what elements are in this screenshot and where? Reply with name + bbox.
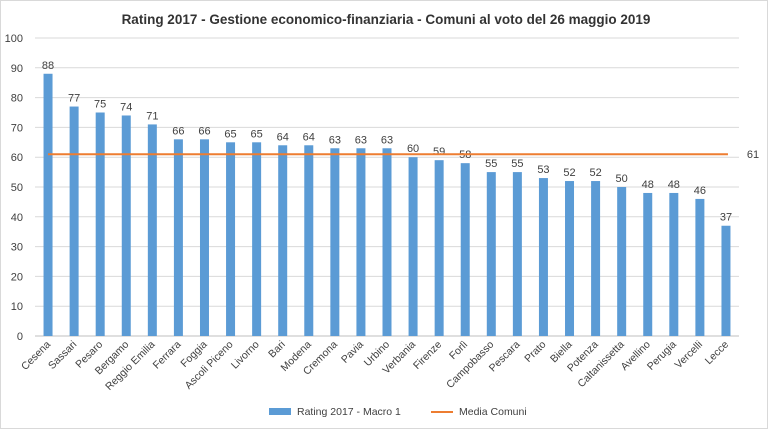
bar (69, 106, 79, 336)
legend: Rating 2017 - Macro 1 Media Comuni (269, 406, 527, 418)
data-label: 77 (68, 93, 80, 105)
data-label: 55 (511, 158, 523, 170)
x-tick-label: Sassari (46, 339, 79, 372)
x-tick-label: Perugia (645, 339, 679, 373)
bar (226, 142, 236, 336)
data-label: 48 (668, 179, 680, 191)
bar (278, 145, 288, 336)
data-label: 53 (537, 164, 549, 176)
bar (591, 181, 601, 336)
bar (643, 192, 653, 336)
bar (669, 192, 679, 336)
data-label: 63 (381, 134, 393, 146)
y-tick-label: 50 (11, 182, 23, 194)
bar (695, 198, 705, 336)
x-tick-label: Livorno (229, 339, 262, 372)
bar (173, 139, 183, 336)
bar (538, 178, 548, 336)
y-tick-label: 60 (11, 152, 23, 164)
bars (43, 73, 731, 336)
data-label: 64 (277, 131, 289, 143)
data-label: 37 (720, 212, 732, 224)
chart-title: Rating 2017 - Gestione economico-finanzi… (122, 12, 651, 27)
data-label: 48 (642, 179, 654, 191)
y-tick-label: 70 (11, 122, 23, 134)
bar (382, 148, 392, 336)
bar (460, 163, 470, 336)
legend-label-line: Media Comuni (459, 406, 527, 418)
y-tick-label: 100 (5, 33, 23, 45)
data-label: 75 (94, 99, 106, 111)
y-axis-ticks: 0 10 20 30 40 50 60 70 80 90 100 (5, 33, 23, 343)
bar (330, 148, 340, 336)
x-tick-label: Firenze (411, 339, 444, 372)
bar (43, 73, 53, 336)
data-label: 52 (589, 167, 601, 179)
data-label: 64 (303, 131, 315, 143)
bar (721, 225, 731, 336)
data-label: 46 (694, 185, 706, 197)
bar (617, 187, 627, 336)
data-label: 88 (42, 60, 54, 72)
data-label: 71 (146, 110, 158, 122)
bar (486, 172, 496, 336)
x-tick-label: Cesena (19, 339, 53, 373)
data-label: 63 (355, 134, 367, 146)
data-label: 50 (616, 173, 628, 185)
y-tick-label: 10 (11, 301, 23, 313)
bar (512, 172, 522, 336)
y-tick-label: 80 (11, 93, 23, 105)
data-label: 59 (433, 146, 445, 158)
data-label: 66 (198, 125, 210, 137)
bar (304, 145, 314, 336)
bar (199, 139, 209, 336)
average-line-label: 61 (747, 149, 759, 161)
x-tick-label: Prato (522, 339, 548, 365)
bar (95, 112, 105, 336)
x-tick-label: Lecce (703, 339, 731, 367)
bar (147, 124, 157, 336)
bar (121, 115, 131, 336)
bar (356, 148, 366, 336)
bar (408, 157, 418, 336)
data-label: 63 (329, 134, 341, 146)
x-tick-label: Vercelli (673, 339, 705, 371)
data-label: 65 (224, 128, 236, 140)
average-line-group: 61 (48, 149, 759, 161)
data-label: 65 (251, 128, 263, 140)
bar (565, 181, 575, 336)
y-tick-label: 20 (11, 271, 23, 283)
y-tick-label: 40 (11, 212, 23, 224)
data-label: 55 (485, 158, 497, 170)
legend-label-bars: Rating 2017 - Macro 1 (297, 406, 401, 418)
data-label: 74 (120, 101, 132, 113)
data-label: 52 (563, 167, 575, 179)
y-tick-label: 30 (11, 242, 23, 254)
x-tick-label: Bari (266, 339, 288, 361)
bar (252, 142, 262, 336)
data-label: 60 (407, 143, 419, 155)
data-label: 66 (172, 125, 184, 137)
y-tick-label: 0 (17, 331, 23, 343)
legend-swatch-bars (269, 408, 291, 415)
x-tick-label: Ferrara (151, 339, 184, 372)
y-tick-label: 90 (11, 63, 23, 75)
bar (434, 160, 444, 336)
